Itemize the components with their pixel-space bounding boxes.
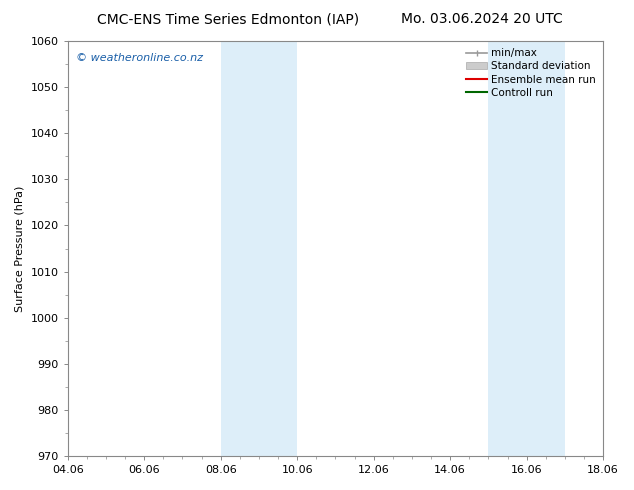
Bar (488, 41, 565, 456)
Y-axis label: Surface Pressure (hPa): Surface Pressure (hPa) (15, 185, 25, 312)
Text: CMC-ENS Time Series Edmonton (IAP): CMC-ENS Time Series Edmonton (IAP) (97, 12, 359, 26)
Bar (221, 41, 297, 456)
Legend: min/max, Standard deviation, Ensemble mean run, Controll run: min/max, Standard deviation, Ensemble me… (464, 46, 598, 100)
Text: Mo. 03.06.2024 20 UTC: Mo. 03.06.2024 20 UTC (401, 12, 563, 26)
Text: © weatheronline.co.nz: © weatheronline.co.nz (75, 53, 203, 64)
